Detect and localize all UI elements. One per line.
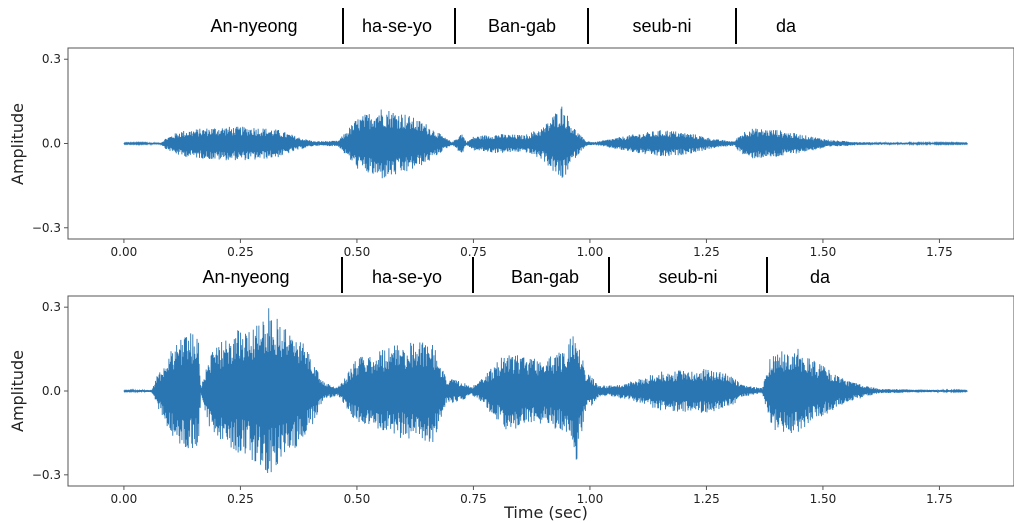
x-tick-label: 0.00 [111, 245, 138, 259]
x-tick-label: 1.50 [810, 245, 837, 259]
word-label: ha-se-yo [372, 267, 442, 287]
bottom-y-ticks: 0.3 0.0 −0.3 [32, 300, 68, 482]
y-tick-label: −0.3 [32, 468, 61, 482]
y-tick-label: 0.3 [42, 52, 61, 66]
x-tick-label: 0.25 [227, 492, 254, 506]
x-tick-label: 1.00 [577, 492, 604, 506]
word-label: An-nyeong [202, 267, 289, 287]
word-label: da [810, 267, 831, 287]
bottom-word-labels: An-nyeong ha-se-yo Ban-gab seub-ni da [202, 257, 831, 293]
y-tick-label: −0.3 [32, 221, 61, 235]
x-tick-label: 1.00 [577, 245, 604, 259]
top-word-labels: An-nyeong ha-se-yo Ban-gab seub-ni da [210, 8, 797, 44]
x-tick-label: 1.75 [926, 245, 953, 259]
top-y-ticks: 0.3 0.0 −0.3 [32, 52, 68, 235]
x-tick-label: 0.50 [344, 492, 371, 506]
x-tick-label: 1.50 [810, 492, 837, 506]
top-y-axis-label: Amplitude [8, 103, 27, 185]
y-tick-label: 0.0 [42, 137, 61, 151]
word-label: Ban-gab [488, 16, 556, 36]
word-label: Ban-gab [511, 267, 579, 287]
x-tick-label: 0.75 [460, 492, 487, 506]
bottom-y-axis-label: Amplitude [8, 350, 27, 432]
x-tick-label: 1.75 [926, 492, 953, 506]
word-label: seub-ni [632, 16, 691, 36]
top-x-ticks: 0.00 0.25 0.50 0.75 1.00 1.25 1.50 1.75 [111, 239, 953, 259]
word-label: An-nyeong [210, 16, 297, 36]
x-tick-label: 0.75 [460, 245, 487, 259]
y-tick-label: 0.0 [42, 384, 61, 398]
bottom-plot: 0.00 0.25 0.50 0.75 1.00 1.25 1.50 1.75 0.3 0.0 −… [8, 295, 1014, 522]
x-tick-label: 1.25 [693, 245, 720, 259]
top-plot: 0.00 0.25 0.50 0.75 1.00 1.25 1.50 1.75 0.3 0.0 −… [8, 47, 1014, 259]
x-tick-label: 0.25 [227, 245, 254, 259]
top-waveform-series [123, 106, 968, 179]
x-tick-label: 1.25 [693, 492, 720, 506]
x-axis-label: Time (sec) [503, 503, 588, 522]
word-label: da [776, 16, 797, 36]
word-label: ha-se-yo [362, 16, 432, 36]
y-tick-label: 0.3 [42, 300, 61, 314]
x-tick-label: 0.00 [111, 492, 138, 506]
bottom-x-ticks: 0.00 0.25 0.50 0.75 1.00 1.25 1.50 1.75 [111, 486, 953, 506]
bottom-waveform-series [123, 308, 968, 474]
x-tick-label: 0.50 [344, 245, 371, 259]
word-label: seub-ni [658, 267, 717, 287]
